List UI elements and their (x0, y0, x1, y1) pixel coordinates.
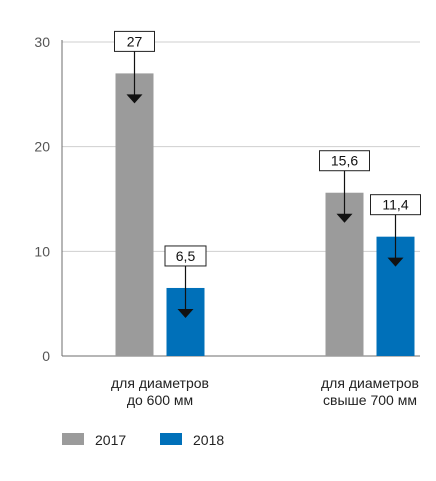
legend-swatch-2017 (62, 433, 84, 445)
bar-2017-0 (115, 73, 154, 357)
y-tick-label: 10 (34, 243, 50, 259)
arrow-head (126, 94, 143, 104)
data-label: 27 (127, 33, 143, 49)
y-axis-ticks: 0 10 20 30 (34, 34, 50, 364)
y-tick-label: 0 (42, 348, 50, 364)
category-label: для диаметров свыше 700 мм (321, 375, 419, 408)
arrow-head (177, 308, 194, 318)
arrow-head (336, 213, 353, 223)
bars (115, 73, 415, 357)
y-tick-label: 20 (34, 139, 50, 155)
legend: 2017 2018 (62, 432, 224, 448)
data-label: 15,6 (331, 153, 358, 169)
legend-swatch-2018 (160, 433, 182, 445)
y-tick-label: 30 (34, 34, 50, 50)
data-label: 11,4 (382, 197, 408, 213)
legend-label: 2018 (193, 432, 224, 448)
data-label: 6,5 (176, 248, 196, 264)
arrow-head (387, 257, 404, 267)
data-labels: 27 15,6 6,5 11,4 (114, 30, 421, 318)
category-label: для диаметров до 600 мм (111, 375, 209, 408)
category-labels: для диаметров до 600 мм для диаметров свыше… (111, 375, 419, 408)
legend-label: 2017 (95, 432, 126, 448)
